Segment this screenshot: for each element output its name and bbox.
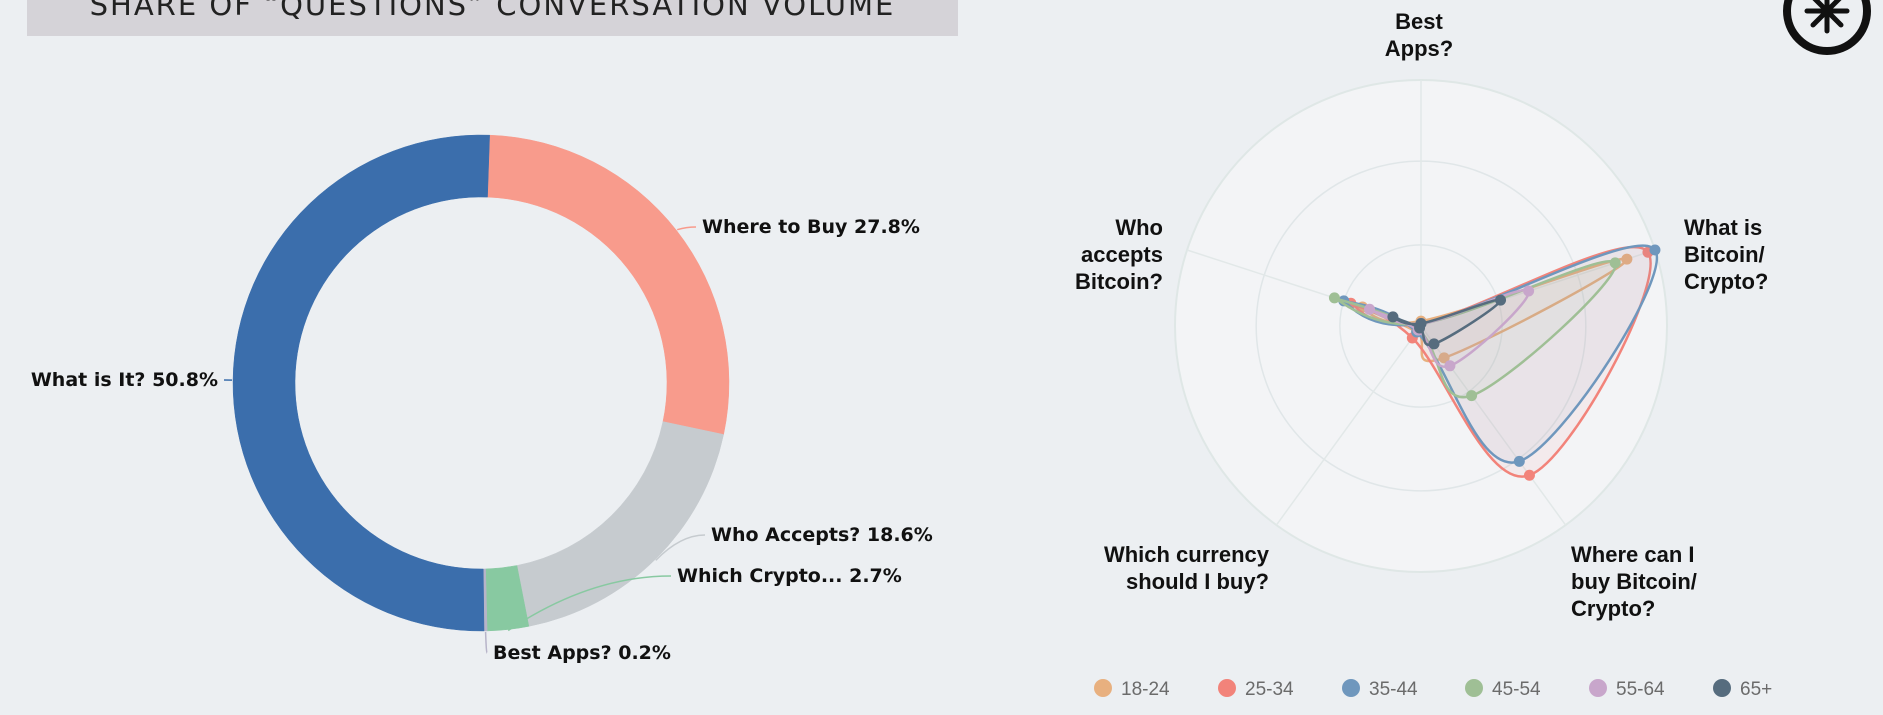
donut-chart: Where to Buy 27.8% Who Accepts? 18.6% Whic… (31, 134, 933, 664)
legend-swatch (1218, 679, 1236, 697)
donut-slice-label: Best Apps? 0.2% (493, 642, 671, 664)
legend-item[interactable]: 35-44 (1342, 679, 1418, 700)
donut-slice[interactable] (487, 134, 730, 435)
radar-data-point[interactable] (1466, 390, 1478, 402)
legend-item[interactable]: 18-24 (1094, 679, 1170, 700)
radar-data-point[interactable] (1523, 285, 1535, 297)
legend-swatch (1713, 679, 1731, 697)
donut-leader-line (655, 534, 706, 561)
legend-item[interactable]: 65+ (1713, 679, 1772, 700)
donut-slice[interactable] (516, 421, 724, 627)
legend-label: 65+ (1740, 679, 1772, 700)
radar-legend: 18-24 25-34 35-44 45-54 55-64 65+ (1094, 679, 1772, 700)
radar-data-point[interactable] (1444, 360, 1456, 372)
donut-slice-label: What is It? 50.8% (31, 369, 218, 391)
legend-swatch (1589, 679, 1607, 697)
radar-data-point[interactable] (1523, 469, 1535, 481)
radar-data-point[interactable] (1328, 292, 1340, 304)
legend-item[interactable]: 45-54 (1465, 679, 1541, 700)
asterisk-circle-logo (1783, 0, 1871, 55)
donut-slice-label: Where to Buy 27.8% (702, 216, 920, 238)
legend-item[interactable]: 55-64 (1589, 679, 1665, 700)
legend-swatch (1094, 679, 1112, 697)
legend-swatch (1342, 679, 1360, 697)
radar-data-point[interactable] (1428, 338, 1440, 350)
radar-data-point[interactable] (1609, 257, 1621, 269)
radar-data-point[interactable] (1495, 294, 1507, 306)
radar-axis-spoke (1275, 325, 1422, 526)
radar-axis-label: What is Bitcoin/Crypto? (1684, 215, 1768, 294)
legend-label: 45-54 (1492, 679, 1541, 700)
donut-slice-label: Which Crypto... 2.7% (677, 565, 902, 587)
donut-leader-line (484, 631, 488, 654)
radar-axis-label: Who accepts Bitcoin? (1075, 215, 1163, 294)
radar-data-point[interactable] (1387, 311, 1399, 323)
radar-axis-label: Best Apps? (1385, 9, 1453, 61)
page-title: SHARE OF “QUESTIONS” CONVERSATION VOLUME (89, 0, 896, 22)
radar-data-point[interactable] (1364, 303, 1376, 315)
radar-series-65+[interactable] (1387, 294, 1507, 350)
legend-label: 55-64 (1616, 679, 1665, 700)
donut-leader-line (507, 575, 672, 632)
radar-chart: Best Apps? What is Bitcoin/Crypto? Where can… (1075, 9, 1768, 621)
radar-data-point[interactable] (1438, 352, 1450, 364)
legend-label: 35-44 (1369, 679, 1418, 700)
legend-label: 25-34 (1245, 679, 1294, 700)
donut-slice-label: Who Accepts? 18.6% (711, 524, 933, 546)
radar-data-point[interactable] (1621, 253, 1633, 265)
radar-data-point[interactable] (1649, 244, 1661, 256)
donut-leader-line (676, 226, 697, 231)
legend-label: 18-24 (1121, 679, 1170, 700)
title-banner: SHARE OF “QUESTIONS” CONVERSATION VOLUME (27, 0, 958, 36)
radar-data-point[interactable] (1414, 322, 1426, 334)
donut-slice[interactable] (232, 134, 490, 632)
legend-item[interactable]: 25-34 (1218, 679, 1294, 700)
radar-axis-label: Which currency should I buy? (1104, 542, 1270, 594)
radar-data-point[interactable] (1513, 455, 1525, 467)
legend-swatch (1465, 679, 1483, 697)
